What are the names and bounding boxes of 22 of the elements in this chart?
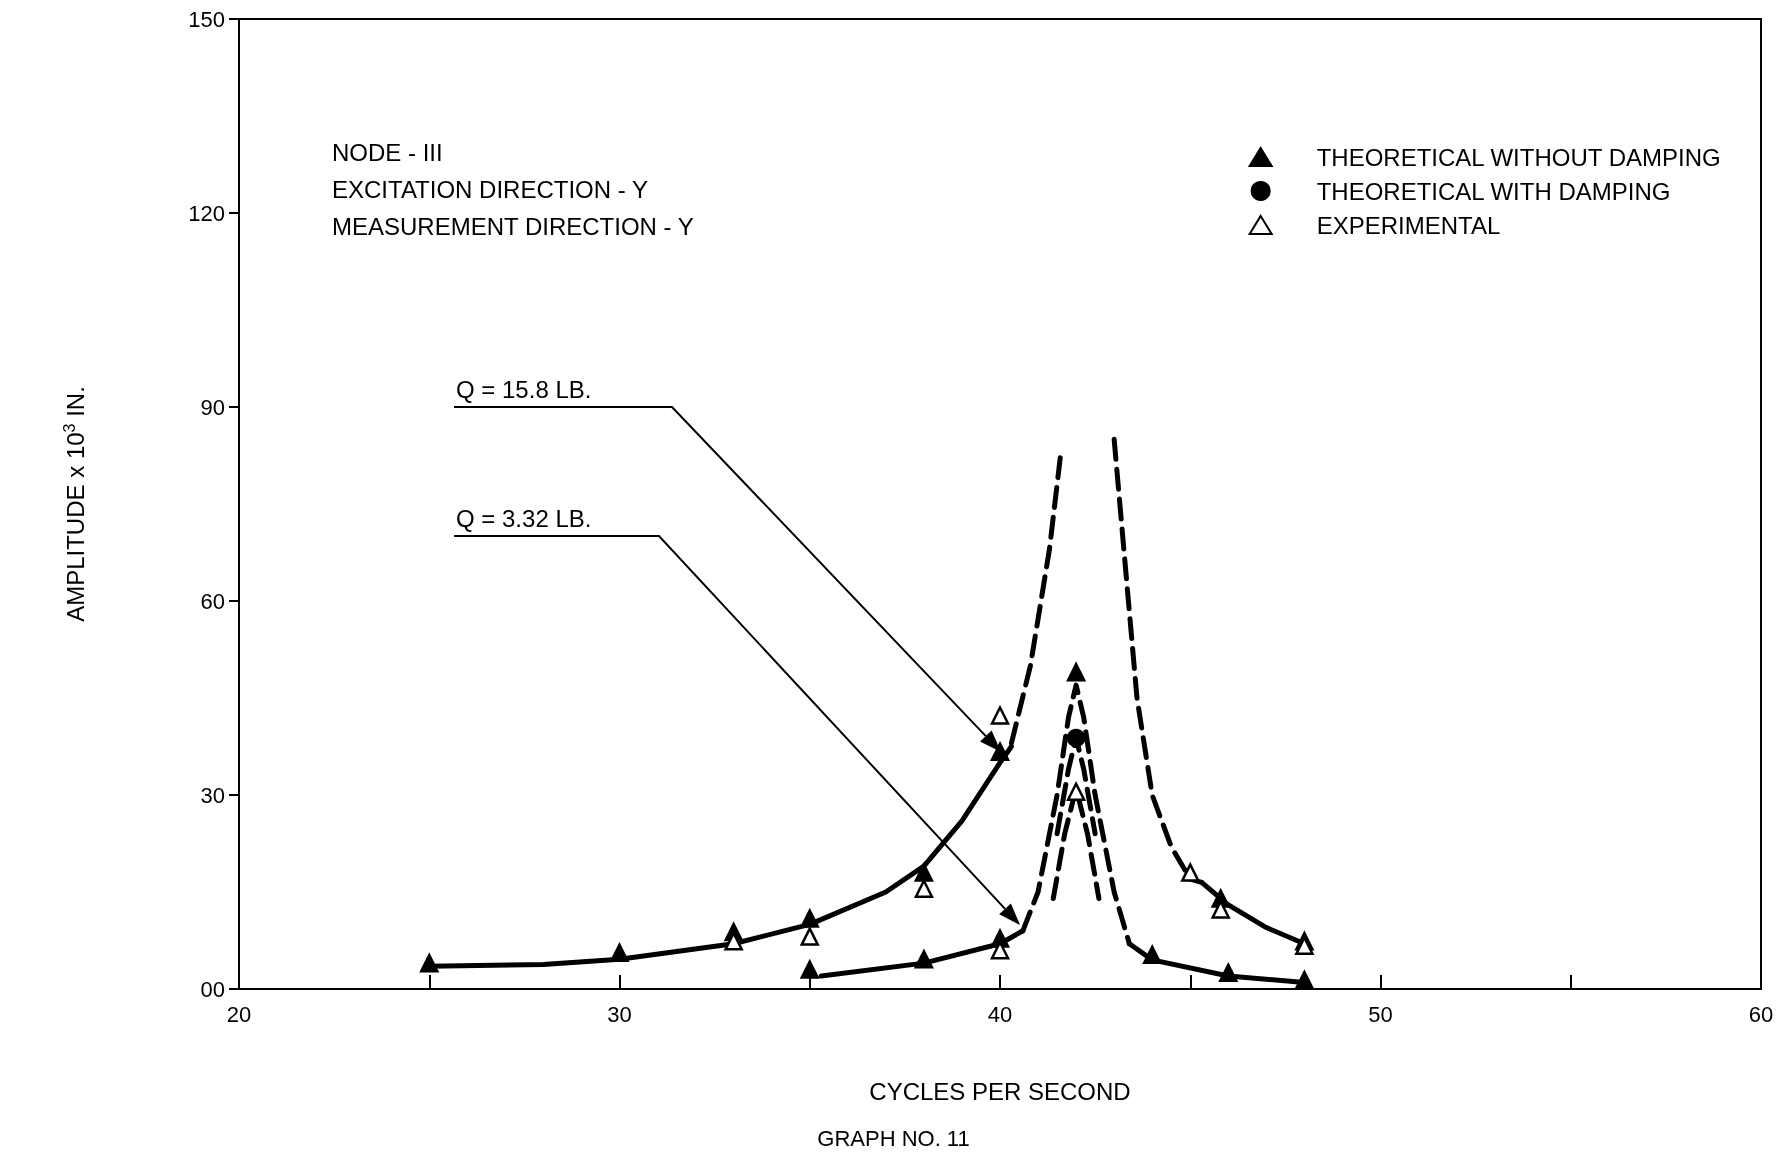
text: GRAPH NO. 11 [817, 1125, 970, 1151]
y-tick-label: 90 [200, 394, 225, 420]
annotation: Q = 3.32 LB. [456, 504, 592, 532]
x-tick-label: 60 [1748, 1001, 1774, 1027]
annotation: NODE - III [332, 138, 443, 166]
x-tick-label: 20 [226, 1001, 252, 1027]
legend-label: EXPERIMENTAL [1316, 211, 1501, 239]
x-tick-label: 50 [1368, 1001, 1393, 1027]
legend-label: THEORETICAL WITH DAMPING [1316, 177, 1671, 205]
annotation: EXCITATION DIRECTION - Y [332, 175, 649, 203]
annotation: MEASUREMENT DIRECTION - Y [332, 212, 694, 240]
x-tick-label: 40 [987, 1001, 1013, 1027]
y-tick-label: 120 [188, 200, 225, 226]
y-tick-label: 60 [200, 588, 225, 614]
annotation: Q = 15.8 LB. [456, 375, 592, 403]
y-tick-label: 30 [200, 782, 225, 808]
legend-label: THEORETICAL WITHOUT DAMPING [1316, 143, 1721, 171]
y-tick-label: 150 [188, 6, 225, 32]
y-tick-label: 00 [200, 976, 225, 1002]
y-axis-title: AMPLITUDE x 103 IN. [60, 386, 89, 622]
x-axis-title: CYCLES PER SECOND [869, 1077, 1131, 1105]
x-tick-label: 30 [607, 1001, 632, 1027]
